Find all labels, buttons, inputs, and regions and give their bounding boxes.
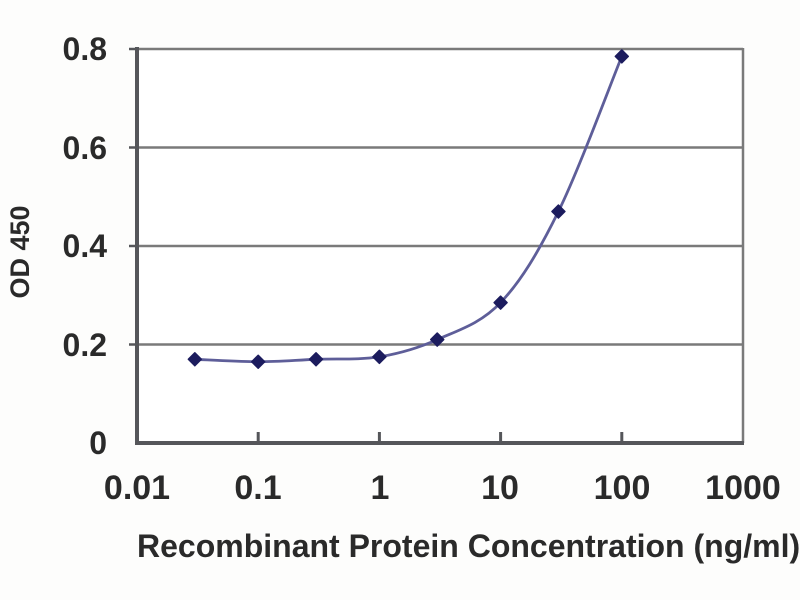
x-tick-label: 10 [481, 469, 519, 507]
x-tick-label: 0.1 [234, 469, 282, 507]
data-point-marker [429, 332, 445, 347]
data-point-marker [372, 349, 387, 365]
x-tick-label: 1 [370, 469, 390, 507]
x-tick-label: 100 [593, 469, 651, 507]
x-axis-title: Recombinant Protein Concentration (ng/ml… [137, 528, 800, 564]
data-point-marker [250, 354, 266, 369]
y-tick-label: 0 [89, 425, 107, 461]
y-tick-label: 0.8 [62, 31, 107, 67]
data-point-marker [614, 49, 630, 64]
y-axis-title: OD 450 [5, 205, 35, 299]
x-tick-label: 0.01 [103, 469, 171, 507]
data-point-marker [551, 204, 566, 219]
data-point-marker [187, 352, 203, 367]
x-tick-label: 1000 [705, 469, 781, 507]
data-point-marker [308, 352, 324, 367]
y-tick-label: 0.4 [62, 228, 107, 264]
data-point-marker [493, 295, 508, 310]
y-tick-label: 0.2 [62, 327, 107, 363]
y-tick-label: 0.6 [62, 130, 107, 166]
